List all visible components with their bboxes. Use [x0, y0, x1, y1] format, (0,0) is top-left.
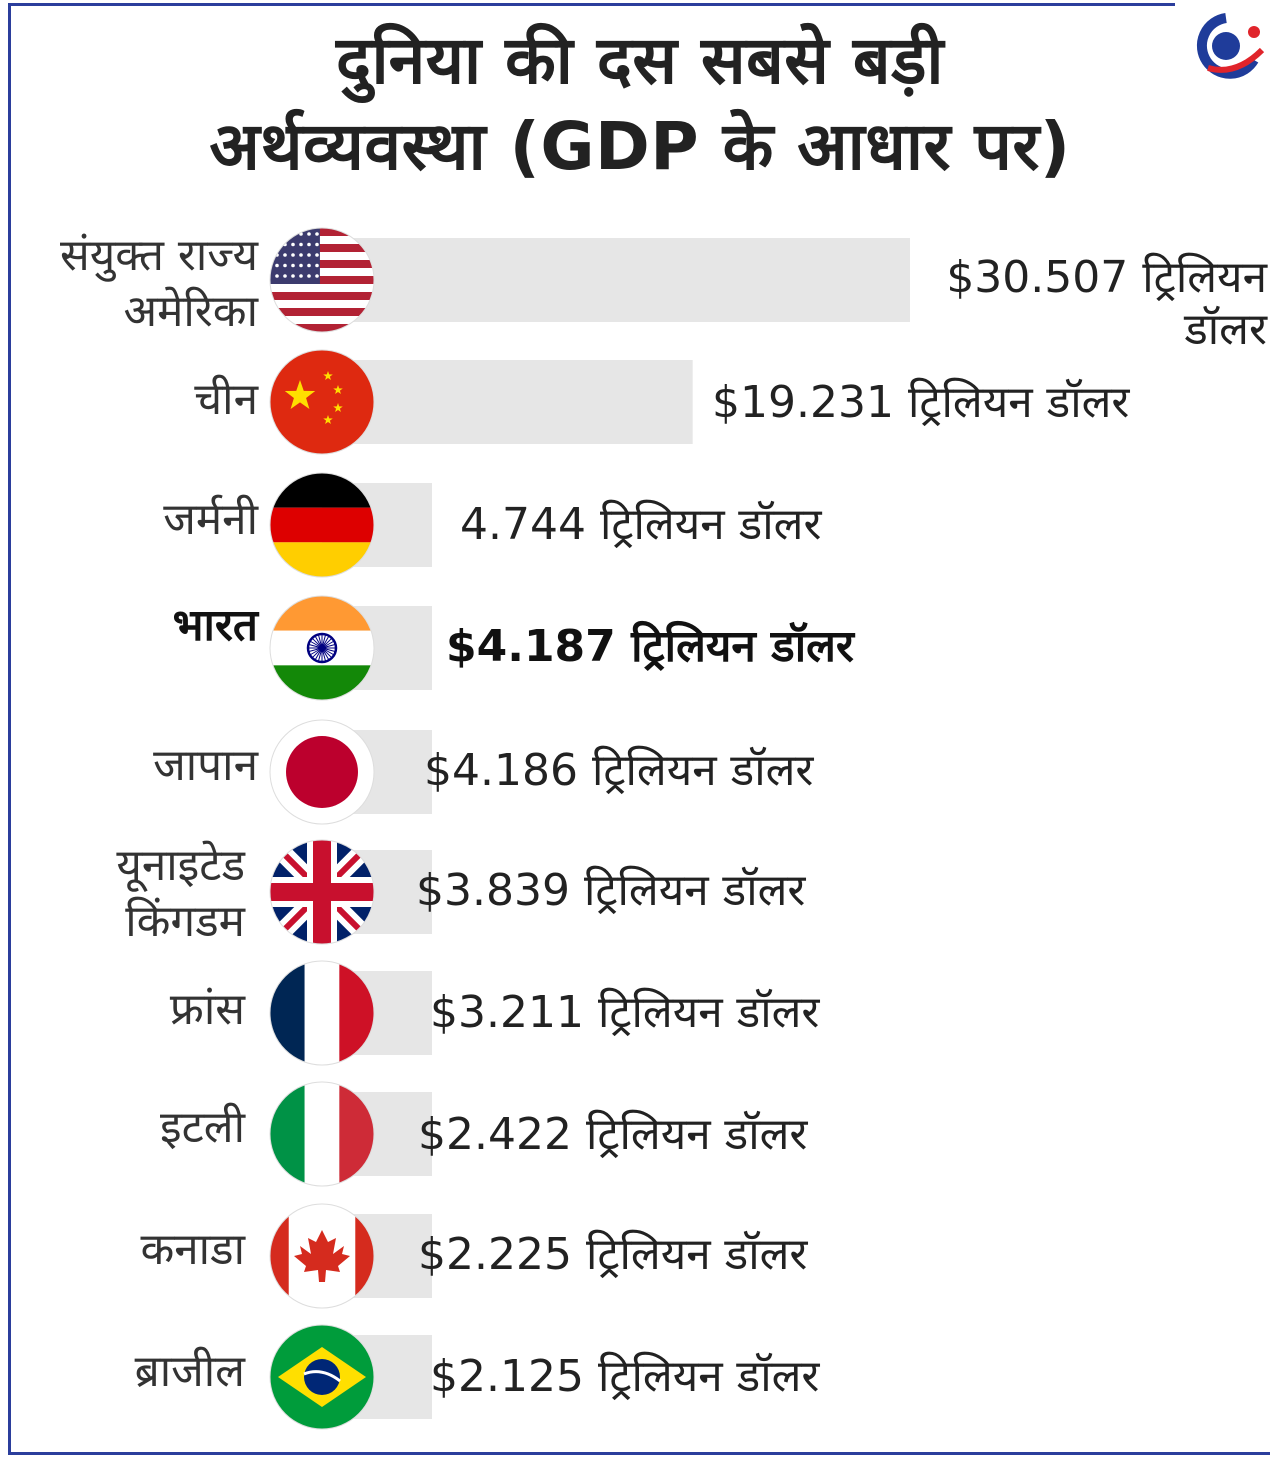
country-label: चीन [194, 374, 258, 425]
country-label: ब्राजील [134, 1346, 245, 1397]
country-label: भारत [172, 600, 258, 651]
country-label: जर्मनी [163, 494, 258, 545]
value-label: $4.187 ट्रिलियन डॉलर [446, 621, 854, 672]
india-flag-icon [269, 595, 375, 701]
brazil-flag-icon [269, 1324, 375, 1430]
value-label: $19.231 ट्रिलियन डॉलर [712, 377, 1130, 428]
country-label: फ्रांस [169, 984, 245, 1035]
japan-flag-icon [269, 719, 375, 825]
bar-1 [322, 360, 693, 444]
italy-flag-icon [269, 1081, 375, 1187]
page-frame [8, 3, 1270, 1455]
country-label: इटली [159, 1102, 245, 1153]
title-line-2: अर्थव्यवस्था (GDP के आधार पर) [209, 108, 1071, 185]
value-label: 4.744 ट्रिलियन डॉलर [460, 499, 822, 550]
publisher-logo-icon [1196, 13, 1265, 79]
country-label: जापान [153, 740, 258, 791]
canada-flag-icon [269, 1203, 375, 1309]
usa-flag-icon [269, 227, 375, 333]
country-label: यूनाइटेड किंगडम [116, 840, 245, 947]
country-label: संयुक्त राज्य अमेरिका [60, 230, 258, 337]
title-line-1: दुनिया की दस सबसे बड़ी [335, 22, 944, 99]
value-label: $2.225 ट्रिलियन डॉलर [418, 1229, 808, 1280]
chart-title: दुनिया की दस सबसे बड़ी अर्थव्यवस्था (GDP… [60, 18, 1220, 190]
uk-flag-icon [269, 839, 375, 945]
value-label: $4.186 ट्रिलियन डॉलर [424, 745, 814, 796]
china-flag-icon [269, 349, 375, 455]
france-flag-icon [269, 960, 375, 1066]
value-label: $3.839 ट्रिलियन डॉलर [416, 865, 806, 916]
value-label: $3.211 ट्रिलियन डॉलर [430, 987, 820, 1038]
value-label: $2.422 ट्रिलियन डॉलर [418, 1109, 808, 1160]
country-label: कनाडा [140, 1224, 245, 1275]
frame-gap [1175, 0, 1280, 12]
germany-flag-icon [269, 472, 375, 578]
bar-0 [322, 238, 910, 322]
value-label: $30.507 ट्रिलियन डॉलर [946, 252, 1267, 355]
value-label: $2.125 ट्रिलियन डॉलर [430, 1351, 820, 1402]
